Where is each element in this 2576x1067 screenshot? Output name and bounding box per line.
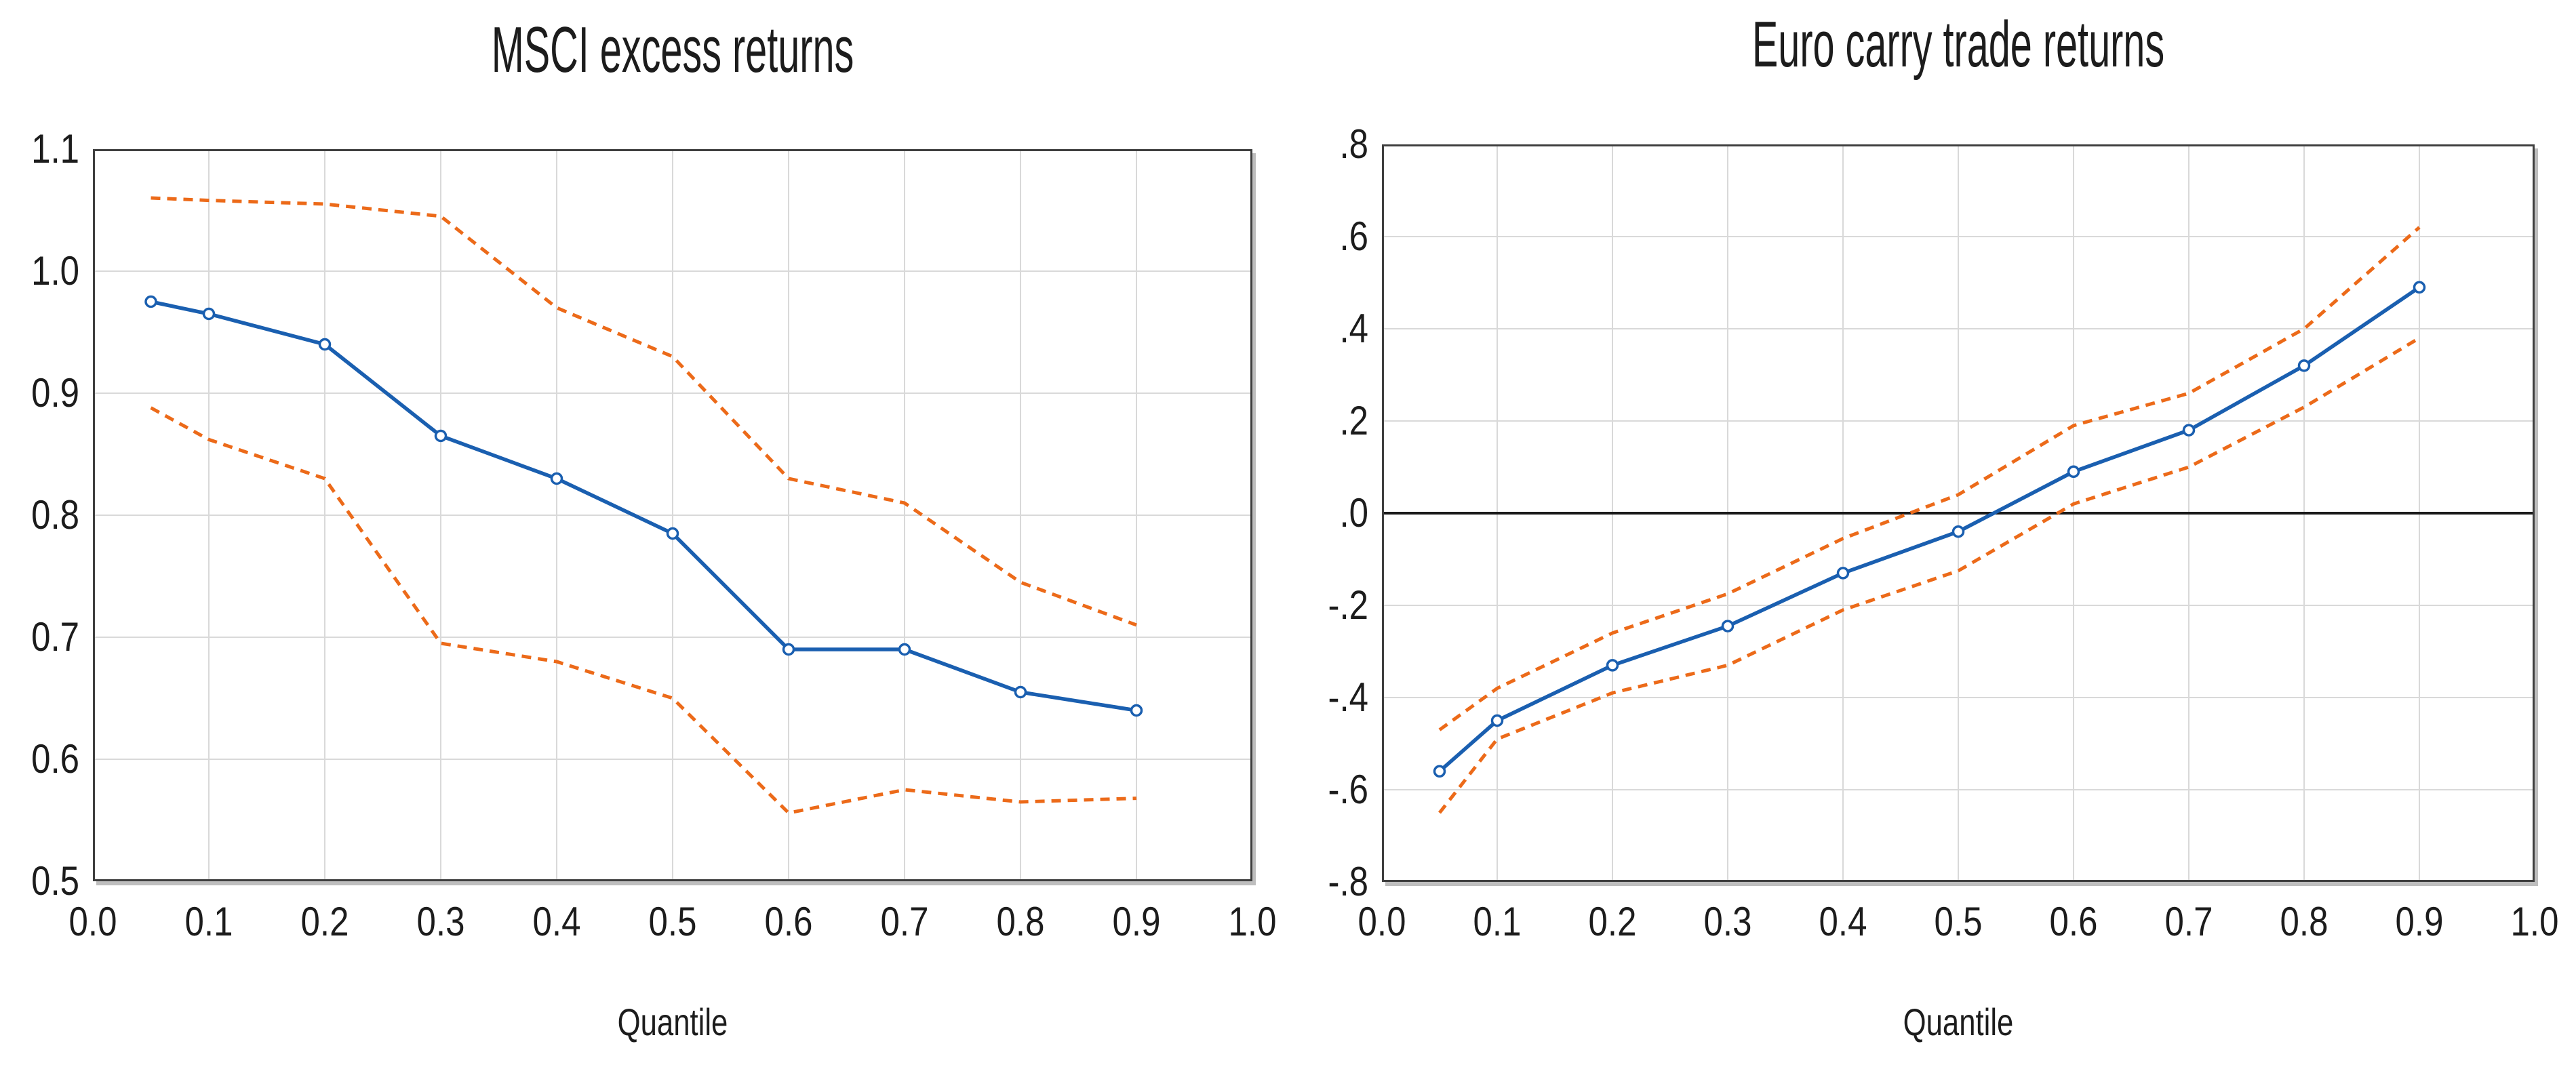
y-tick-label: .4: [1339, 306, 1368, 351]
data-point-marker: [144, 295, 157, 308]
data-point-marker: [2067, 465, 2080, 479]
data-point-marker: [2413, 281, 2426, 294]
data-point-marker: [1130, 704, 1143, 717]
x-tick-label: 0.0: [1358, 899, 1406, 944]
data-point-marker: [318, 338, 332, 351]
plot-area: [1382, 144, 2535, 882]
x-tick-label: 0.5: [1934, 899, 1983, 944]
lower-dashed-band-line: [1438, 336, 2421, 814]
x-tick-label: 0.4: [532, 899, 581, 944]
plot-area: [93, 149, 1252, 881]
y-tick-label: .6: [1339, 214, 1368, 259]
x-tick-label: 0.8: [2280, 899, 2329, 944]
data-point-marker: [1014, 685, 1027, 699]
x-tick-label: 0.1: [184, 899, 233, 944]
y-tick-label: -.4: [1328, 675, 1368, 720]
data-point-marker: [202, 307, 216, 321]
plot-border: [93, 149, 1252, 881]
x-tick-label: 0.3: [416, 899, 465, 944]
y-tick-label: 1.1: [31, 126, 79, 172]
upper-dashed-band-line: [151, 196, 1137, 627]
y-tick-label: .0: [1339, 490, 1368, 536]
data-point-marker: [1490, 714, 1504, 727]
chart-title: Euro carry trade returns: [1751, 8, 2165, 81]
x-tick-label: 0.6: [2049, 899, 2098, 944]
y-tick-label: 0.7: [31, 614, 79, 660]
upper-dashed-band-line: [1438, 226, 2421, 731]
x-tick-label: 0.2: [1588, 899, 1637, 944]
x-tick-label: 0.8: [996, 899, 1045, 944]
x-tick-label: 0.3: [1703, 899, 1752, 944]
y-tick-label: .8: [1339, 121, 1368, 167]
data-point-marker: [1836, 567, 1850, 580]
quantile-estimate-line: [1438, 285, 2421, 773]
x-tick-label: 0.6: [764, 899, 813, 944]
plot-border: [1382, 144, 2535, 882]
x-tick-label: 0.0: [68, 899, 117, 944]
x-tick-label: 0.9: [2395, 899, 2444, 944]
data-point-marker: [1606, 659, 1619, 672]
data-point-marker: [1951, 525, 1965, 538]
y-tick-label: 0.5: [31, 858, 79, 904]
x-axis-label: Quantile: [617, 1001, 728, 1043]
y-tick-label: 1.0: [31, 248, 79, 294]
chart-title: MSCI excess returns: [491, 14, 854, 86]
x-tick-label: 0.5: [648, 899, 697, 944]
y-tick-label: -.6: [1328, 767, 1368, 812]
x-tick-label: 0.2: [300, 899, 349, 944]
y-tick-label: .2: [1339, 398, 1368, 443]
data-point-marker: [550, 472, 563, 485]
x-tick-label: 1.0: [2510, 899, 2559, 944]
y-tick-label: -.8: [1328, 859, 1368, 904]
x-tick-label: 0.4: [1819, 899, 1867, 944]
y-tick-label: 0.9: [31, 370, 79, 416]
data-point-marker: [434, 429, 448, 443]
x-tick-label: 0.9: [1112, 899, 1161, 944]
x-tick-label: 0.7: [880, 899, 929, 944]
y-tick-label: -.2: [1328, 582, 1368, 628]
y-tick-label: 0.8: [31, 492, 79, 538]
data-point-marker: [1433, 765, 1446, 778]
data-point-marker: [666, 527, 679, 540]
data-point-marker: [898, 643, 911, 656]
x-tick-label: 1.0: [1228, 899, 1277, 944]
lower-dashed-band-line: [150, 406, 1137, 815]
data-point-marker: [1721, 620, 1735, 632]
x-axis-label: Quantile: [1903, 1001, 2014, 1043]
x-tick-label: 0.7: [2164, 899, 2213, 944]
x-tick-label: 0.1: [1473, 899, 1522, 944]
quantile-estimate-line: [150, 300, 1137, 712]
data-point-marker: [2182, 424, 2196, 437]
data-point-marker: [782, 643, 795, 656]
y-tick-label: 0.6: [31, 736, 79, 782]
data-point-marker: [2297, 359, 2311, 372]
